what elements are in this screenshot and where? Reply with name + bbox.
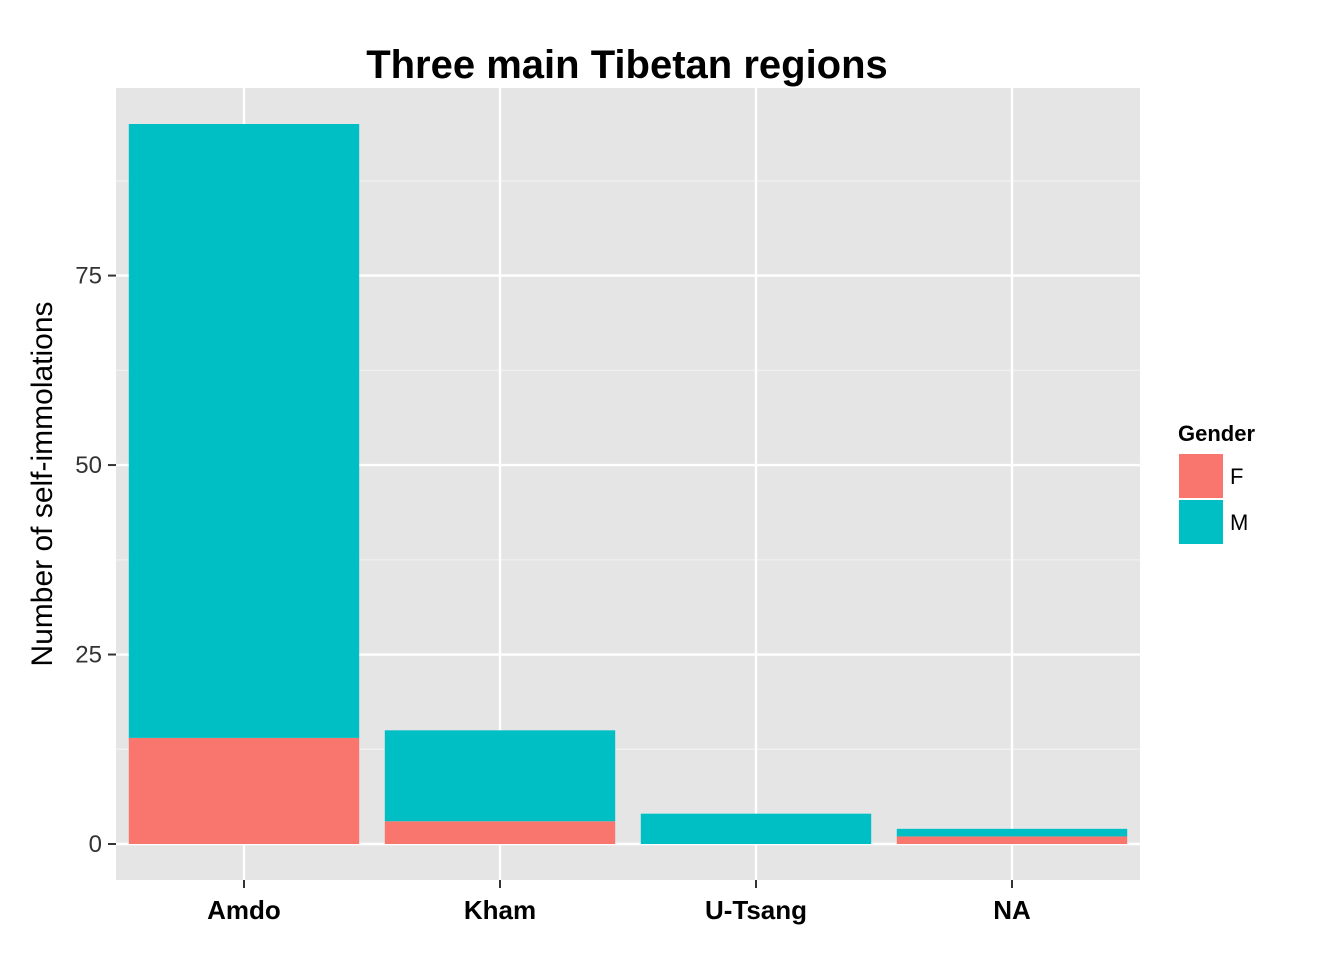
y-tick-label: 0 <box>89 831 102 858</box>
bar-u-tsang-m <box>640 813 872 844</box>
y-tick-label: 25 <box>75 642 102 669</box>
bar-amdo-m <box>128 124 360 738</box>
chart-title: Three main Tibetan regions <box>366 43 888 87</box>
x-tick-label: U-Tsang <box>705 895 807 925</box>
legend-key-f <box>1177 452 1225 500</box>
legend-label-f: F <box>1230 464 1243 489</box>
legend-key-m <box>1177 498 1225 546</box>
legend-title: Gender <box>1178 421 1255 446</box>
bar-na-m <box>896 828 1128 837</box>
x-tick-label: Kham <box>464 895 536 925</box>
y-axis: 0 25 50 75 <box>75 263 116 858</box>
y-tick-label: 50 <box>75 452 102 479</box>
bar-na-f <box>896 836 1128 844</box>
legend: Gender FM <box>1177 421 1255 546</box>
x-tick-label: Amdo <box>207 895 281 925</box>
y-axis-label: Number of self-immolations <box>26 301 59 666</box>
bar-amdo-f <box>128 737 360 844</box>
x-axis: Amdo Kham U-Tsang NA <box>207 880 1031 925</box>
x-tick-label: NA <box>993 895 1031 925</box>
bar-kham-m <box>384 730 616 822</box>
y-tick-label: 75 <box>75 263 102 290</box>
bars <box>128 124 1128 844</box>
legend-label-m: M <box>1230 510 1248 535</box>
bar-kham-f <box>384 821 616 844</box>
